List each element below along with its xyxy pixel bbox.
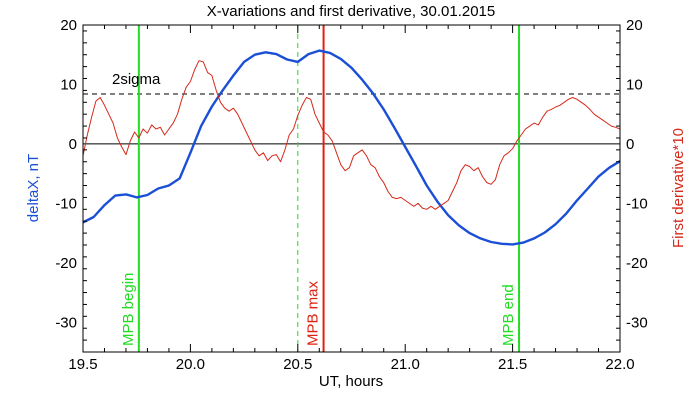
event-label: MPB end — [500, 284, 517, 346]
y-tick-label: 10 — [60, 76, 77, 93]
x-tick-label: 20.0 — [176, 356, 205, 373]
x-tick-label: 20.5 — [283, 356, 312, 373]
event-label: MPB max — [305, 280, 322, 346]
y-axis-right: 20 10 0 -10 -20 -30 — [616, 17, 648, 353]
threshold-layer — [83, 93, 620, 145]
x-tick-label: 21.5 — [498, 356, 527, 373]
event-label: MPB begin — [120, 273, 137, 346]
chart-title: X-variations and first derivative, 30.01… — [207, 3, 496, 20]
threshold-label: 2sigma — [112, 71, 161, 88]
x-tick-label: 19.5 — [68, 356, 97, 373]
vline-label-layer: MPB begin MPB max MPB end — [120, 273, 517, 346]
y-axis-right-label: First derivative*10 — [670, 128, 687, 248]
y-tick-label: 0 — [69, 136, 77, 153]
vline-layer — [137, 25, 521, 352]
series-line-deltaX — [83, 49, 620, 246]
y-tick-label-right: -10 — [626, 195, 648, 212]
plot-frame — [82, 24, 621, 353]
y-tick-label-right: -20 — [626, 255, 648, 272]
x-axis: 19.5 20.0 20.5 21.0 21.5 22.0 — [68, 25, 635, 373]
y-tick-label-right: -30 — [626, 314, 648, 331]
y-tick-label: -20 — [55, 255, 77, 272]
y-axis-left: 20 10 0 -10 -20 -30 — [55, 17, 87, 353]
x-tick-label: 21.0 — [391, 356, 420, 373]
y-tick-label-right: 0 — [626, 136, 634, 153]
y-tick-label-right: 20 — [626, 17, 643, 34]
series-line-derivative — [83, 60, 620, 210]
series-layer — [83, 49, 620, 246]
x-axis-label: UT, hours — [319, 373, 383, 390]
y-tick-label-right: 10 — [626, 76, 643, 93]
y-axis-left-label: deltaX, nT — [25, 154, 42, 222]
y-tick-label: -30 — [55, 314, 77, 331]
y-tick-label: -10 — [55, 195, 77, 212]
x-tick-label: 22.0 — [605, 356, 634, 373]
y-tick-label: 20 — [60, 17, 77, 34]
